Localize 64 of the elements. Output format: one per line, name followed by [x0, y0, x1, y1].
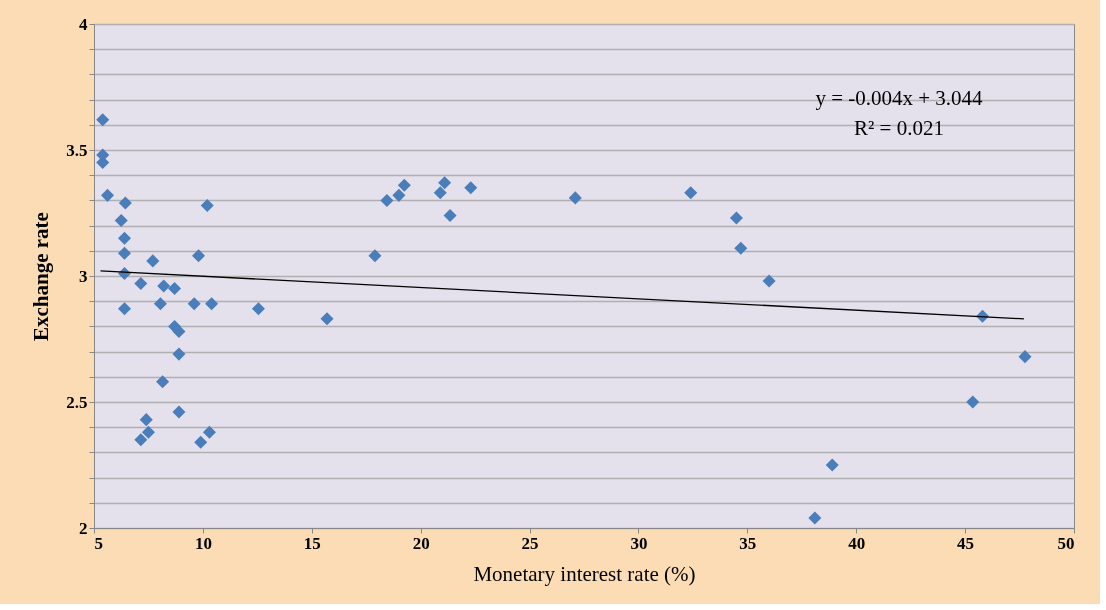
point [825, 458, 839, 472]
point [438, 176, 452, 190]
point [368, 249, 382, 263]
point [734, 241, 748, 255]
x-tick-label: 5 [94, 533, 103, 553]
point [320, 312, 334, 326]
point [205, 297, 219, 311]
y-tick-label: 4 [79, 14, 88, 34]
point [114, 214, 128, 228]
point [568, 191, 582, 205]
point [729, 211, 743, 225]
point [392, 188, 406, 202]
x-tick-label: 25 [521, 533, 539, 553]
point [172, 347, 186, 361]
point [168, 282, 182, 296]
x-tick-label: 15 [303, 533, 321, 553]
point [762, 274, 776, 288]
point [172, 324, 186, 338]
point [141, 425, 155, 439]
point [172, 405, 186, 419]
point [397, 178, 411, 192]
point [966, 395, 980, 409]
point [187, 297, 201, 311]
y-tick-label: 3 [79, 266, 88, 286]
point [202, 425, 216, 439]
point [117, 302, 132, 316]
y-axis-title: Exchange rate [29, 212, 54, 341]
point [100, 188, 115, 202]
point [443, 209, 457, 223]
point [96, 113, 110, 127]
point [1018, 350, 1032, 364]
x-tick-label: 50 [1057, 533, 1075, 553]
point [146, 254, 160, 268]
point [139, 413, 153, 427]
point [808, 511, 822, 525]
x-tick-label: 35 [739, 533, 757, 553]
point [118, 196, 132, 210]
x-tick-label: 30 [630, 533, 648, 553]
y-tick-label: 3.5 [66, 140, 88, 160]
annotation: y = -0.004x + 3.044 [815, 86, 984, 110]
x-tick-label: 45 [957, 533, 975, 553]
point [433, 186, 447, 200]
point [96, 156, 110, 170]
point [194, 435, 208, 449]
x-tick-label: 10 [194, 533, 212, 553]
point [380, 193, 394, 207]
point [684, 186, 698, 200]
point [464, 181, 478, 195]
x-tick-label: 20 [412, 533, 430, 553]
y-tick-label: 2 [79, 518, 88, 538]
point [157, 279, 171, 293]
point [192, 249, 206, 263]
x-tick-label: 40 [848, 533, 866, 553]
point [153, 297, 167, 311]
point [134, 433, 148, 447]
point [251, 302, 265, 316]
point [117, 246, 132, 260]
point [200, 198, 214, 212]
point [156, 375, 170, 389]
point [117, 231, 132, 245]
annotation: R² = 0.021 [854, 116, 944, 140]
y-tick-label: 2.5 [66, 392, 88, 412]
point [134, 277, 148, 291]
x-axis-title: Monetary interest rate (%) [473, 561, 696, 586]
